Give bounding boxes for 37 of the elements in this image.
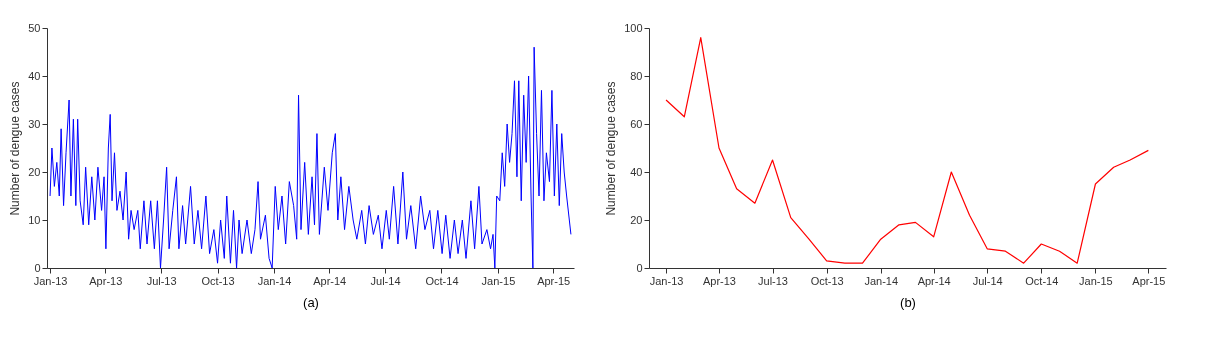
x-tick-label: Jan-13 xyxy=(33,274,68,287)
x-axis-title: (b) xyxy=(900,294,916,310)
x-tick-label: Apr-15 xyxy=(1132,274,1166,287)
x-axis-title: (a) xyxy=(303,294,319,310)
x-tick-label: Jul-13 xyxy=(758,274,788,287)
x-tick-label: Jan-13 xyxy=(649,274,684,287)
y-tick-label: 30 xyxy=(28,117,41,130)
x-tick-label: Oct-13 xyxy=(201,274,235,287)
x-tick-label: Apr-14 xyxy=(313,274,347,287)
y-tick-label: 80 xyxy=(630,69,643,82)
x-tick-label: Apr-15 xyxy=(537,274,571,287)
x-tick-label: Jul-13 xyxy=(146,274,177,287)
y-tick-label: 0 xyxy=(34,261,41,274)
y-tick-label: 40 xyxy=(630,165,643,178)
x-tick-label: Oct-14 xyxy=(1025,274,1059,287)
y-tick-label: 20 xyxy=(630,213,643,226)
y-axis-title: Number of dengue cases xyxy=(8,81,23,216)
y-tick-label: 10 xyxy=(28,213,41,226)
line-series xyxy=(665,37,1149,264)
x-tick-label: Jul-14 xyxy=(370,274,401,287)
y-tick-label: 0 xyxy=(636,261,643,274)
y-tick-label: 60 xyxy=(630,117,643,130)
x-tick-label: Apr-13 xyxy=(89,274,123,287)
y-axis-title: Number of dengue cases xyxy=(604,81,619,216)
x-tick-label: Jan-15 xyxy=(1079,274,1113,287)
x-tick-label: Apr-14 xyxy=(917,274,951,287)
x-tick-label: Jan-14 xyxy=(864,274,899,287)
x-tick-label: Jan-14 xyxy=(257,274,292,287)
y-tick-label: 50 xyxy=(28,21,41,34)
x-tick-label: Oct-14 xyxy=(425,274,459,287)
y-tick-label: 20 xyxy=(28,165,41,178)
x-tick-label: Jan-15 xyxy=(481,274,516,287)
y-tick-label: 40 xyxy=(28,69,41,82)
x-tick-label: Jul-14 xyxy=(972,274,1003,287)
x-tick-label: Oct-13 xyxy=(810,274,844,287)
x-tick-label: Apr-13 xyxy=(702,274,737,287)
y-tick-label: 100 xyxy=(624,21,643,34)
